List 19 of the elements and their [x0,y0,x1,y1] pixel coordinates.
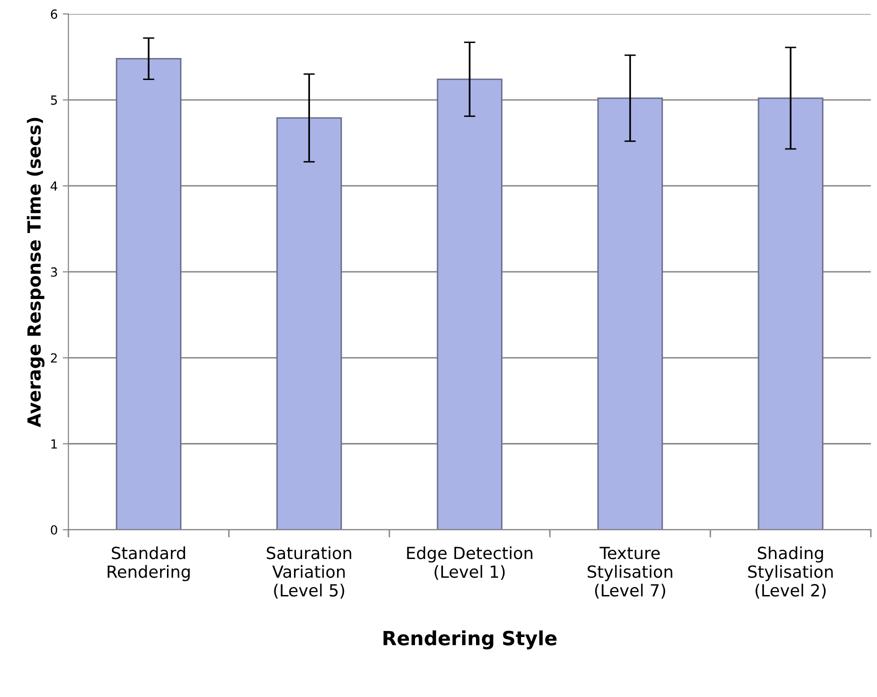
bar [597,97,663,530]
x-axis-title: Rendering Style [384,630,557,650]
y-tick-label: 4 [50,182,58,191]
x-tick-label: Standard Rendering [108,546,190,582]
bar [116,58,182,530]
x-tick-label: Shading Stylisation (Level 2) [748,546,833,599]
bar [436,78,502,530]
x-tick-label: Edge Detection (Level 1) [407,546,532,580]
y-tick-label: 6 [50,9,58,19]
x-tick-label: Texture Stylisation (Level 7) [588,546,672,599]
bar [758,97,824,530]
x-tick-label: Saturation Variation (Level 5) [266,546,352,599]
bar [276,117,342,530]
y-tick-label: 3 [50,267,57,277]
y-tick-label: 0 [50,525,58,535]
y-tick-label: 2 [50,353,57,363]
y-tick-label: 5 [51,96,57,105]
y-axis-title: Average Response Time (secs) [26,118,44,428]
y-tick-label: 1 [51,439,57,449]
